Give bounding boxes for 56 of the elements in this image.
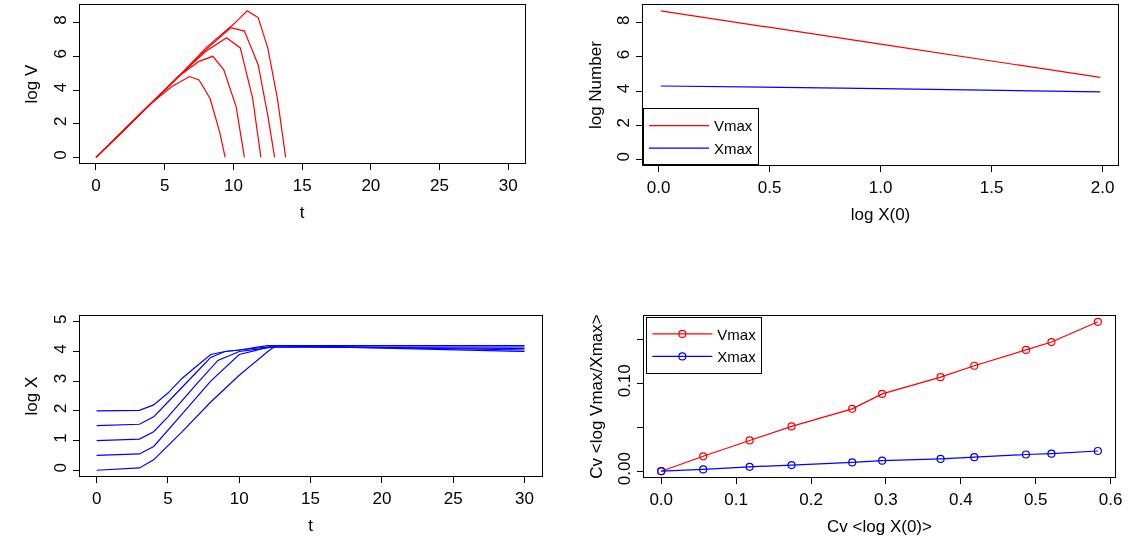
y-tick-label: 2 bbox=[50, 403, 70, 414]
y-tick-label: 8 bbox=[50, 15, 70, 25]
y-tick-label: 4 bbox=[614, 83, 634, 94]
y-tick-label: 3 bbox=[50, 373, 70, 384]
y-tick-label: 5 bbox=[50, 314, 70, 324]
x-tick-label: 30 bbox=[498, 175, 518, 195]
y-tick-label: 0 bbox=[50, 150, 70, 160]
x-axis-title: Cv <log X(0)> bbox=[827, 516, 933, 536]
legend-label: Xmax bbox=[714, 139, 753, 157]
x-tick-label: 0.5 bbox=[757, 177, 782, 197]
y-tick-label: 0.00 bbox=[615, 452, 635, 486]
y-axis-title: log X bbox=[22, 376, 42, 416]
y-tick-label: 0.10 bbox=[615, 364, 635, 398]
y-tick-label: 6 bbox=[614, 49, 634, 60]
y-axis-title: log V bbox=[22, 64, 42, 104]
y-axis-title: Cv <log Vmax/Xmax> bbox=[586, 314, 606, 479]
x-tick-label: 10 bbox=[229, 488, 249, 508]
y-tick-label: 6 bbox=[50, 49, 70, 59]
y-tick-label: 0 bbox=[614, 152, 634, 162]
x-tick-label: 0 bbox=[91, 488, 102, 508]
x-tick-label: 25 bbox=[430, 175, 450, 195]
x-tick-label: 0.2 bbox=[799, 489, 823, 509]
x-tick-label: 15 bbox=[292, 175, 312, 195]
x-axis-title: t bbox=[308, 516, 314, 536]
x-tick-label: 5 bbox=[163, 488, 173, 508]
y-tick-label: 0 bbox=[50, 462, 70, 473]
y-tick-label: 2 bbox=[50, 116, 70, 126]
x-tick-label: 20 bbox=[361, 175, 381, 195]
x-tick-label: 0.6 bbox=[1098, 489, 1123, 509]
x-tick-label: 20 bbox=[372, 488, 392, 508]
x-tick-label: 0 bbox=[91, 175, 101, 195]
x-tick-label: 0.3 bbox=[874, 489, 898, 509]
legend-label: Vmax bbox=[717, 325, 757, 343]
legend-label: Vmax bbox=[714, 117, 753, 135]
x-tick-label: 15 bbox=[301, 488, 321, 508]
x-tick-label: 10 bbox=[223, 175, 243, 195]
y-tick-label: 4 bbox=[50, 344, 70, 354]
x-tick-label: 25 bbox=[443, 488, 463, 508]
x-tick-label: 0.1 bbox=[724, 489, 748, 509]
x-axis-title: log X(0) bbox=[850, 205, 911, 225]
y-tick-label: 4 bbox=[50, 82, 70, 93]
x-tick-label: 1.0 bbox=[868, 177, 893, 197]
x-tick-label: 2.0 bbox=[1090, 177, 1115, 197]
y-tick-label: 1 bbox=[50, 433, 70, 443]
y-tick-label: 8 bbox=[614, 15, 634, 26]
x-tick-label: 0.0 bbox=[646, 177, 671, 197]
x-tick-label: 0.5 bbox=[1023, 489, 1048, 509]
x-tick-label: 5 bbox=[159, 175, 170, 195]
y-tick-label: 2 bbox=[614, 117, 634, 128]
y-axis-title: log Number bbox=[585, 40, 605, 130]
x-tick-label: 30 bbox=[515, 488, 534, 508]
x-tick-label: 0.4 bbox=[948, 489, 973, 509]
x-tick-label: 1.5 bbox=[979, 177, 1004, 197]
legend-label: Xmax bbox=[717, 348, 757, 366]
x-tick-label: 0.0 bbox=[649, 489, 674, 509]
x-axis-title: t bbox=[299, 203, 305, 223]
